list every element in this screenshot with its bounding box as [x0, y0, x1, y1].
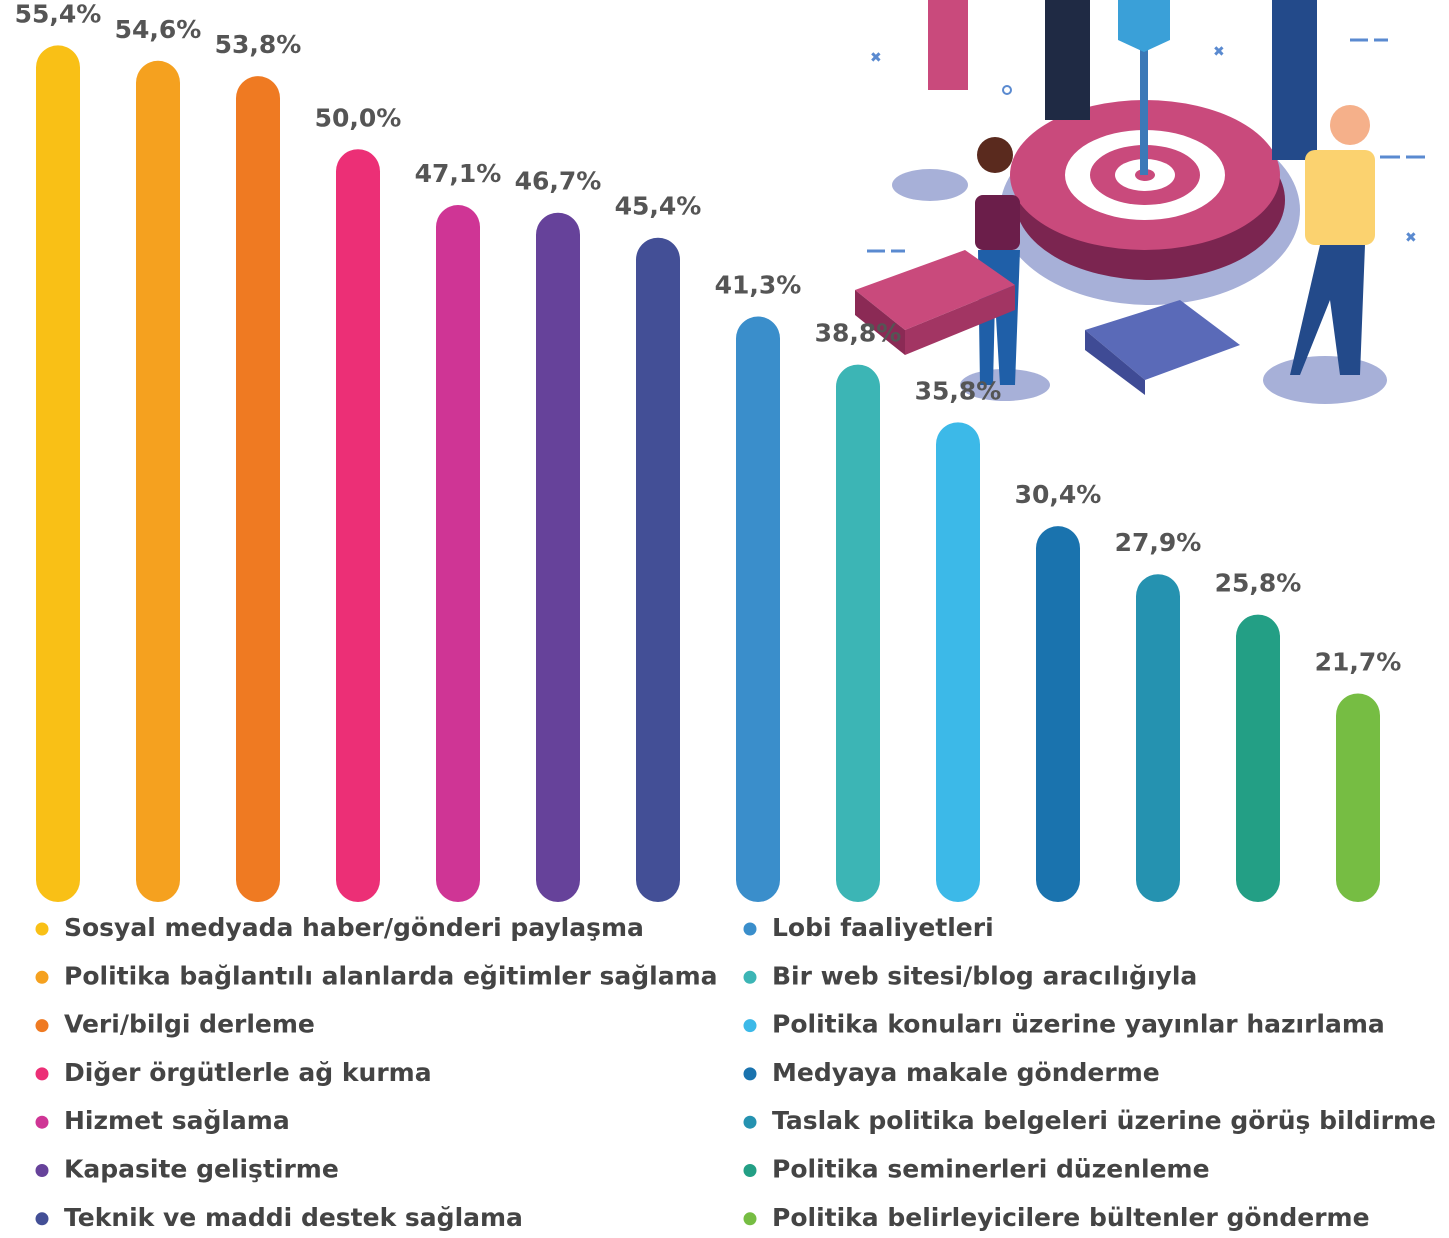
bar	[436, 205, 480, 903]
legend-dot	[743, 1212, 757, 1226]
legend-dot	[743, 1019, 757, 1033]
bar	[336, 149, 380, 902]
legend-label: Lobi faaliyetleri	[772, 913, 994, 942]
legend-dot	[35, 1115, 49, 1129]
legend-dot	[35, 1067, 49, 1081]
legend-dot	[35, 970, 49, 984]
legend-label: Taslak politika belgeleri üzerine görüş …	[772, 1106, 1436, 1135]
legend-label: Politika seminerleri düzenleme	[772, 1155, 1210, 1184]
legend-label: Hizmet sağlama	[64, 1106, 290, 1135]
bar	[36, 45, 80, 903]
bar	[636, 237, 680, 902]
value-label: 54,6%	[115, 15, 202, 44]
bar	[936, 422, 980, 902]
value-label: 35,8%	[915, 376, 1002, 405]
legend-dot	[743, 922, 757, 936]
value-label: 38,8%	[815, 319, 902, 348]
legend-label: Politika belirleyicilere bültenler gönde…	[772, 1203, 1370, 1232]
value-label: 27,9%	[1115, 528, 1202, 557]
legend-dot	[743, 1164, 757, 1177]
svg-text:✖: ✖	[1405, 230, 1417, 246]
legend-dot	[35, 1212, 49, 1226]
legend-label: Bir web sitesi/blog aracılığıyla	[772, 961, 1197, 990]
value-label: 50,0%	[315, 103, 402, 132]
legend-label: Kapasite geliştirme	[64, 1155, 339, 1184]
value-label: 47,1%	[415, 159, 502, 188]
bar	[1136, 574, 1180, 902]
legend-dot	[743, 1067, 757, 1081]
value-label: 53,8%	[215, 30, 302, 59]
legend-label: Teknik ve maddi destek sağlama	[64, 1203, 523, 1232]
legend-label: Veri/bilgi derleme	[64, 1010, 315, 1039]
bar	[1236, 614, 1280, 902]
bar	[836, 364, 880, 902]
legend-dot	[743, 1115, 757, 1129]
legend-dot	[743, 970, 757, 984]
value-label: 25,8%	[1215, 569, 1302, 598]
legend-dot	[35, 1019, 49, 1033]
value-label: 41,3%	[715, 271, 802, 300]
bar	[536, 212, 580, 902]
value-label: 45,4%	[615, 192, 702, 221]
legend-label: Politika konuları üzerine yayınlar hazır…	[772, 1010, 1385, 1039]
value-label: 55,4%	[15, 0, 102, 28]
bar	[136, 60, 180, 902]
value-label: 30,4%	[1015, 480, 1102, 509]
bar	[1036, 526, 1080, 902]
svg-text:✖: ✖	[1213, 44, 1225, 60]
legend-label: Politika bağlantılı alanlarda eğitimler …	[64, 961, 718, 990]
legend-dot	[35, 1164, 49, 1177]
legend-dot	[35, 922, 49, 936]
legend-label: Medyaya makale gönderme	[772, 1058, 1160, 1087]
bar	[236, 76, 280, 903]
legend-label: Diğer örgütlerle ağ kurma	[64, 1058, 432, 1087]
bar	[736, 316, 780, 902]
legend-label: Sosyal medyada haber/gönderi paylaşma	[64, 913, 644, 942]
illustration: ✖ ✖ ✖	[855, 0, 1425, 404]
bar	[1336, 693, 1380, 902]
svg-text:✖: ✖	[870, 50, 882, 66]
value-label: 21,7%	[1315, 647, 1402, 676]
value-label: 46,7%	[515, 167, 602, 196]
